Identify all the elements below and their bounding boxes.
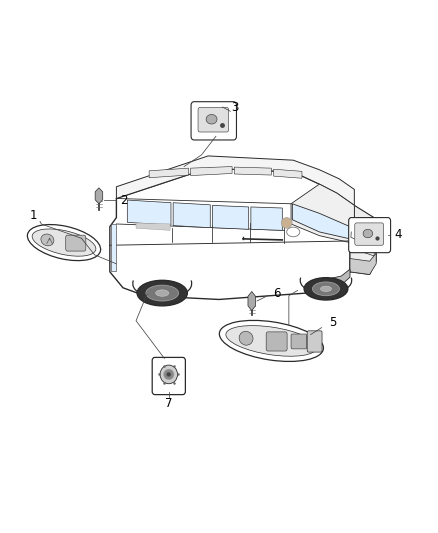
FancyBboxPatch shape (152, 358, 185, 394)
FancyBboxPatch shape (291, 334, 307, 349)
Ellipse shape (219, 320, 323, 361)
Polygon shape (291, 184, 354, 243)
Ellipse shape (206, 115, 217, 124)
Polygon shape (111, 224, 117, 271)
Polygon shape (248, 292, 255, 311)
Ellipse shape (41, 234, 54, 246)
Polygon shape (251, 207, 283, 230)
Ellipse shape (239, 332, 253, 345)
Text: 7: 7 (165, 397, 173, 410)
Polygon shape (306, 269, 350, 292)
Ellipse shape (321, 286, 332, 292)
Polygon shape (350, 205, 376, 274)
Polygon shape (95, 188, 103, 204)
Polygon shape (350, 236, 375, 256)
FancyBboxPatch shape (198, 108, 229, 132)
Polygon shape (234, 167, 272, 175)
Ellipse shape (312, 282, 339, 296)
Ellipse shape (28, 224, 101, 261)
FancyBboxPatch shape (355, 223, 384, 245)
Ellipse shape (163, 369, 174, 379)
Ellipse shape (363, 229, 373, 238)
Text: 6: 6 (273, 287, 281, 300)
Polygon shape (173, 203, 210, 228)
Ellipse shape (155, 290, 169, 296)
Ellipse shape (226, 326, 317, 356)
Ellipse shape (304, 278, 348, 300)
FancyBboxPatch shape (307, 331, 322, 352)
FancyBboxPatch shape (191, 102, 237, 140)
FancyBboxPatch shape (66, 235, 86, 251)
Polygon shape (127, 200, 171, 225)
Ellipse shape (160, 365, 177, 384)
Text: 4: 4 (394, 228, 402, 241)
Ellipse shape (146, 285, 179, 301)
Polygon shape (110, 168, 354, 300)
FancyBboxPatch shape (349, 217, 391, 253)
Polygon shape (136, 223, 170, 230)
Ellipse shape (166, 372, 171, 376)
Polygon shape (117, 156, 354, 205)
Text: 2: 2 (120, 193, 127, 207)
Ellipse shape (137, 280, 187, 306)
Polygon shape (191, 166, 232, 175)
Text: 3: 3 (231, 101, 238, 114)
Polygon shape (149, 168, 188, 177)
Polygon shape (274, 169, 302, 178)
Polygon shape (292, 204, 350, 239)
Polygon shape (350, 253, 376, 274)
Polygon shape (212, 205, 249, 229)
Text: 5: 5 (329, 316, 336, 329)
Ellipse shape (32, 229, 96, 256)
FancyBboxPatch shape (266, 332, 287, 351)
Text: 1: 1 (30, 209, 37, 222)
Ellipse shape (281, 217, 292, 228)
